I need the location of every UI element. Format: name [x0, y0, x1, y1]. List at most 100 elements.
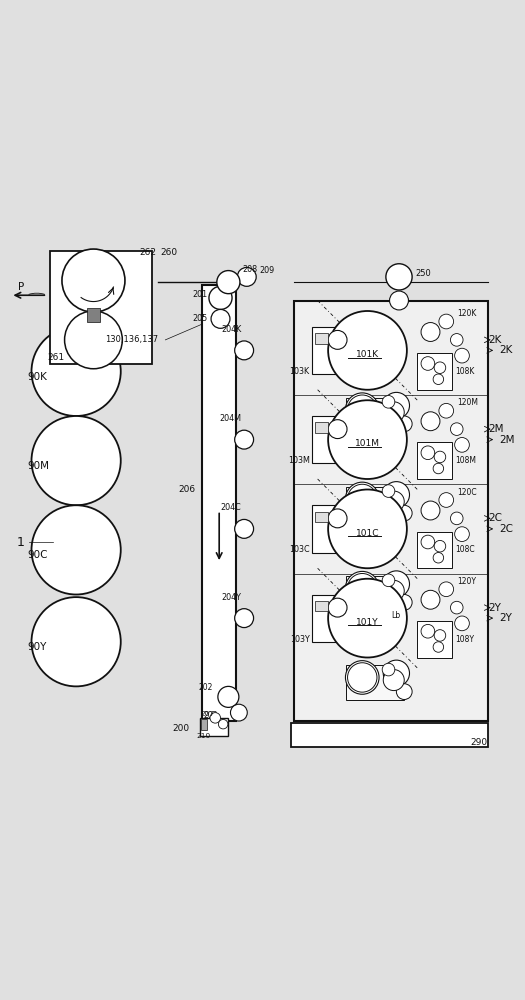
Text: 204Y: 204Y: [222, 593, 242, 602]
Circle shape: [439, 582, 454, 597]
Circle shape: [235, 430, 254, 449]
Circle shape: [396, 505, 412, 521]
Circle shape: [383, 571, 410, 597]
Text: 260: 260: [160, 248, 177, 257]
Bar: [312, 327, 362, 374]
Bar: [417, 621, 452, 658]
Bar: [202, 285, 236, 720]
Circle shape: [345, 661, 379, 694]
Bar: [315, 512, 328, 522]
Circle shape: [382, 396, 395, 408]
Bar: [201, 719, 207, 730]
Bar: [346, 398, 404, 432]
Circle shape: [439, 314, 454, 329]
Bar: [315, 422, 328, 433]
Circle shape: [421, 357, 435, 370]
Circle shape: [348, 574, 377, 603]
Text: 108Y: 108Y: [456, 635, 475, 644]
Circle shape: [421, 501, 440, 520]
Text: 2C: 2C: [499, 524, 513, 534]
Text: P: P: [18, 282, 24, 292]
Text: 204K: 204K: [221, 325, 242, 334]
Text: 101C: 101C: [356, 529, 379, 538]
Text: 90M: 90M: [27, 461, 49, 471]
Text: 206: 206: [178, 485, 195, 494]
Circle shape: [382, 663, 395, 676]
Circle shape: [439, 493, 454, 507]
Text: 210: 210: [196, 733, 211, 739]
Text: 262: 262: [139, 248, 156, 257]
Text: 108K: 108K: [456, 367, 475, 376]
Circle shape: [218, 686, 239, 707]
Text: Lb: Lb: [391, 611, 400, 620]
Text: 261: 261: [47, 353, 65, 362]
Circle shape: [217, 271, 240, 294]
Circle shape: [237, 267, 256, 286]
Circle shape: [382, 485, 395, 497]
Circle shape: [345, 482, 379, 516]
Circle shape: [345, 571, 379, 605]
Circle shape: [209, 286, 232, 309]
Text: 120M: 120M: [457, 398, 478, 407]
Text: 2C: 2C: [488, 513, 502, 523]
Circle shape: [383, 491, 404, 512]
Circle shape: [383, 402, 404, 423]
Circle shape: [421, 323, 440, 341]
Text: 103M: 103M: [288, 456, 310, 465]
Text: 120K: 120K: [457, 309, 476, 318]
Text: 2M: 2M: [499, 435, 514, 445]
Circle shape: [235, 341, 254, 360]
Text: 130,136,137: 130,136,137: [104, 335, 158, 344]
Circle shape: [450, 334, 463, 346]
Text: 207: 207: [200, 711, 215, 717]
Circle shape: [434, 630, 446, 641]
Circle shape: [421, 590, 440, 609]
Text: 208: 208: [243, 264, 258, 273]
Text: 2K: 2K: [499, 345, 512, 355]
Circle shape: [383, 580, 404, 601]
Bar: [315, 333, 328, 344]
Text: 90K: 90K: [27, 372, 47, 382]
Circle shape: [328, 509, 347, 528]
Text: 101M: 101M: [355, 439, 380, 448]
Circle shape: [434, 540, 446, 552]
Circle shape: [382, 574, 395, 587]
Bar: [294, 300, 488, 720]
Circle shape: [434, 451, 446, 463]
Text: 2Y: 2Y: [488, 603, 501, 613]
Circle shape: [32, 505, 121, 594]
Circle shape: [455, 348, 469, 363]
Circle shape: [348, 484, 377, 514]
Text: 205: 205: [192, 314, 207, 323]
Text: 108C: 108C: [456, 545, 475, 554]
Circle shape: [421, 535, 435, 549]
Text: 200: 200: [172, 724, 189, 733]
Text: 120Y: 120Y: [457, 577, 476, 586]
Bar: [312, 505, 362, 552]
Text: 209: 209: [260, 266, 275, 275]
Circle shape: [433, 374, 444, 384]
Circle shape: [386, 264, 412, 290]
Bar: [315, 601, 328, 611]
Text: 1: 1: [17, 536, 25, 548]
Circle shape: [421, 624, 435, 638]
Text: 202: 202: [198, 683, 213, 692]
Bar: [312, 416, 362, 463]
Circle shape: [455, 438, 469, 452]
Circle shape: [32, 327, 121, 416]
Circle shape: [328, 598, 347, 617]
Text: 203: 203: [203, 711, 218, 720]
Text: 204C: 204C: [220, 503, 242, 512]
Bar: [346, 487, 404, 521]
Circle shape: [211, 309, 230, 328]
Circle shape: [450, 601, 463, 614]
Circle shape: [345, 393, 379, 426]
Circle shape: [328, 489, 407, 568]
Bar: [346, 665, 404, 700]
Text: 201: 201: [192, 290, 207, 299]
Circle shape: [421, 412, 440, 431]
Circle shape: [348, 395, 377, 424]
Circle shape: [433, 463, 444, 474]
Circle shape: [235, 519, 254, 538]
Text: 290: 290: [470, 738, 487, 747]
